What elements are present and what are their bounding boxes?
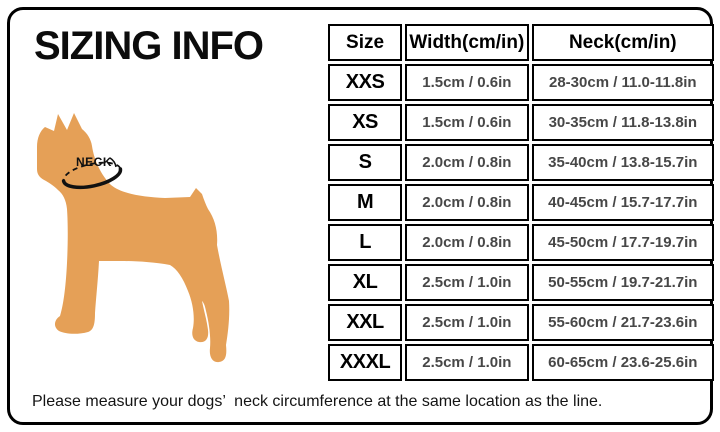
size-cell: M xyxy=(328,184,403,221)
neck-cell: 60-65cm / 23.6-25.6in xyxy=(531,344,714,381)
size-cell: XL xyxy=(328,264,403,301)
col-header-width: Width(cm/in) xyxy=(405,24,529,61)
table-row: XXS 1.5cm / 0.6in 28-30cm / 11.0-11.8in xyxy=(328,64,714,101)
table-row: XXXL 2.5cm / 1.0in 60-65cm / 23.6-25.6in xyxy=(328,344,714,381)
width-cell: 1.5cm / 0.6in xyxy=(405,104,529,141)
width-cell: 2.0cm / 0.8in xyxy=(405,224,529,261)
neck-cell: 45-50cm / 17.7-19.7in xyxy=(531,224,714,261)
size-cell: S xyxy=(328,144,403,181)
width-cell: 2.0cm / 0.8in xyxy=(405,184,529,221)
col-header-size: Size xyxy=(328,24,403,61)
table-header-row: Size Width(cm/in) Neck(cm/in) xyxy=(328,24,714,61)
size-cell: L xyxy=(328,224,403,261)
table-row: M 2.0cm / 0.8in 40-45cm / 15.7-17.7in xyxy=(328,184,714,221)
sizing-table-wrap: Size Width(cm/in) Neck(cm/in) XXS 1.5cm /… xyxy=(325,21,717,384)
width-cell: 2.0cm / 0.8in xyxy=(405,144,529,181)
sizing-card: SIZING INFO NECK Size Width(cm/in) Neck(… xyxy=(7,7,714,425)
measurement-note: Please measure your dogs’ neck circumfer… xyxy=(32,393,603,410)
table-body: XXS 1.5cm / 0.6in 28-30cm / 11.0-11.8in XS 1… xyxy=(328,64,714,381)
neck-cell: 55-60cm / 21.7-23.6in xyxy=(531,304,714,341)
neck-cell: 30-35cm / 11.8-13.8in xyxy=(531,104,714,141)
table-row: XS 1.5cm / 0.6in 30-35cm / 11.8-13.8in xyxy=(328,104,714,141)
table-row: S 2.0cm / 0.8in 35-40cm / 13.8-15.7in xyxy=(328,144,714,181)
page-title: SIZING INFO xyxy=(34,24,264,68)
size-cell: XS xyxy=(328,104,403,141)
col-header-neck: Neck(cm/in) xyxy=(531,24,714,61)
dog-body-shape xyxy=(37,113,230,363)
dog-diagram: NECK xyxy=(25,105,245,377)
width-cell: 1.5cm / 0.6in xyxy=(405,64,529,101)
size-cell: XXL xyxy=(328,304,403,341)
neck-cell: 28-30cm / 11.0-11.8in xyxy=(531,64,714,101)
width-cell: 2.5cm / 1.0in xyxy=(405,344,529,381)
table-row: L 2.0cm / 0.8in 45-50cm / 17.7-19.7in xyxy=(328,224,714,261)
neck-cell: 35-40cm / 13.8-15.7in xyxy=(531,144,714,181)
neck-measure-solid-line xyxy=(61,167,123,190)
size-cell: XXXL xyxy=(328,344,403,381)
width-cell: 2.5cm / 1.0in xyxy=(405,264,529,301)
dog-silhouette-svg: NECK xyxy=(37,113,230,363)
neck-cell: 50-55cm / 19.7-21.7in xyxy=(531,264,714,301)
table-row: XL 2.5cm / 1.0in 50-55cm / 19.7-21.7in xyxy=(328,264,714,301)
neck-cell: 40-45cm / 15.7-17.7in xyxy=(531,184,714,221)
neck-label-pointer xyxy=(109,157,117,168)
table-row: XXL 2.5cm / 1.0in 55-60cm / 21.7-23.6in xyxy=(328,304,714,341)
neck-label: NECK xyxy=(76,155,112,169)
sizing-table: Size Width(cm/in) Neck(cm/in) XXS 1.5cm /… xyxy=(325,21,717,384)
width-cell: 2.5cm / 1.0in xyxy=(405,304,529,341)
size-cell: XXS xyxy=(328,64,403,101)
